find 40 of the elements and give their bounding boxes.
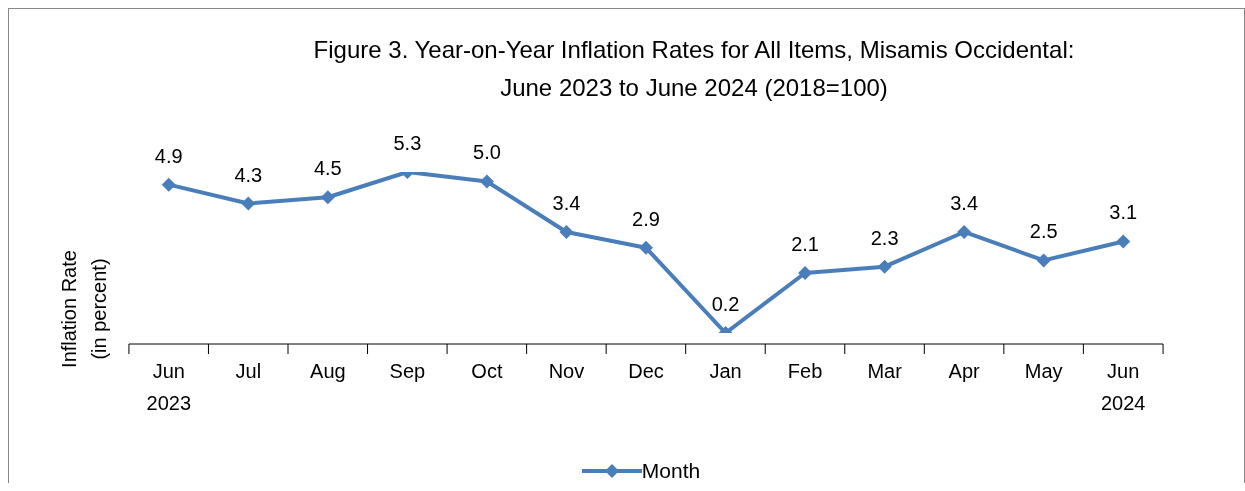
- x-tick-label: Sep: [389, 360, 426, 382]
- data-label: 5.3: [393, 132, 422, 154]
- data-label: 2.9: [632, 207, 660, 230]
- x-tick-label: Jul: [235, 360, 262, 382]
- point: [161, 177, 176, 192]
- point: [559, 224, 574, 239]
- data-label: 5.0: [473, 141, 501, 164]
- x-tick-label: Oct: [471, 360, 503, 382]
- data-label: 2.1: [791, 233, 819, 256]
- data-label: 0.2: [711, 293, 740, 315]
- chart-title: Figure 3. Year-on-Year Inflation Rates for All Items, Misamis Occidental: June 2023 to June 2024 (2018=100): [312, 35, 1076, 103]
- point: [1116, 234, 1131, 249]
- x-tick-label: Mar: [867, 360, 903, 382]
- data-label: 3.4: [950, 191, 979, 214]
- point: [957, 224, 972, 239]
- data-label: 4.5: [313, 157, 342, 180]
- data-label: 2.3: [870, 226, 899, 249]
- x-tick-label: Apr: [948, 360, 981, 382]
- x-tick-label: Dec: [628, 360, 664, 382]
- data-label: 4.9: [154, 144, 183, 167]
- point: [639, 240, 653, 255]
- x-tick-label: May: [1024, 360, 1063, 382]
- point: [798, 266, 813, 281]
- legend-label: Month: [640, 459, 701, 483]
- y-axis-title: Inflation Rate (in percent): [57, 250, 111, 368]
- point: [479, 174, 494, 189]
- x-tick-label: Jun 2024: [1100, 360, 1146, 414]
- point: [320, 190, 335, 205]
- data-label: 3.4: [552, 191, 581, 214]
- x-tick-label: Aug: [310, 360, 346, 382]
- data-label: 4.3: [234, 163, 263, 186]
- point: [1036, 253, 1051, 268]
- x-tick-label: Feb: [787, 360, 823, 382]
- point: [241, 196, 256, 211]
- point: [877, 259, 892, 274]
- x-tick-label: Jan: [709, 360, 742, 382]
- data-label: 2.5: [1029, 220, 1058, 243]
- data-label: 3.1: [1109, 201, 1138, 224]
- x-tick-label: Nov: [548, 360, 585, 382]
- x-tick-label: Jun 2023: [146, 360, 192, 414]
